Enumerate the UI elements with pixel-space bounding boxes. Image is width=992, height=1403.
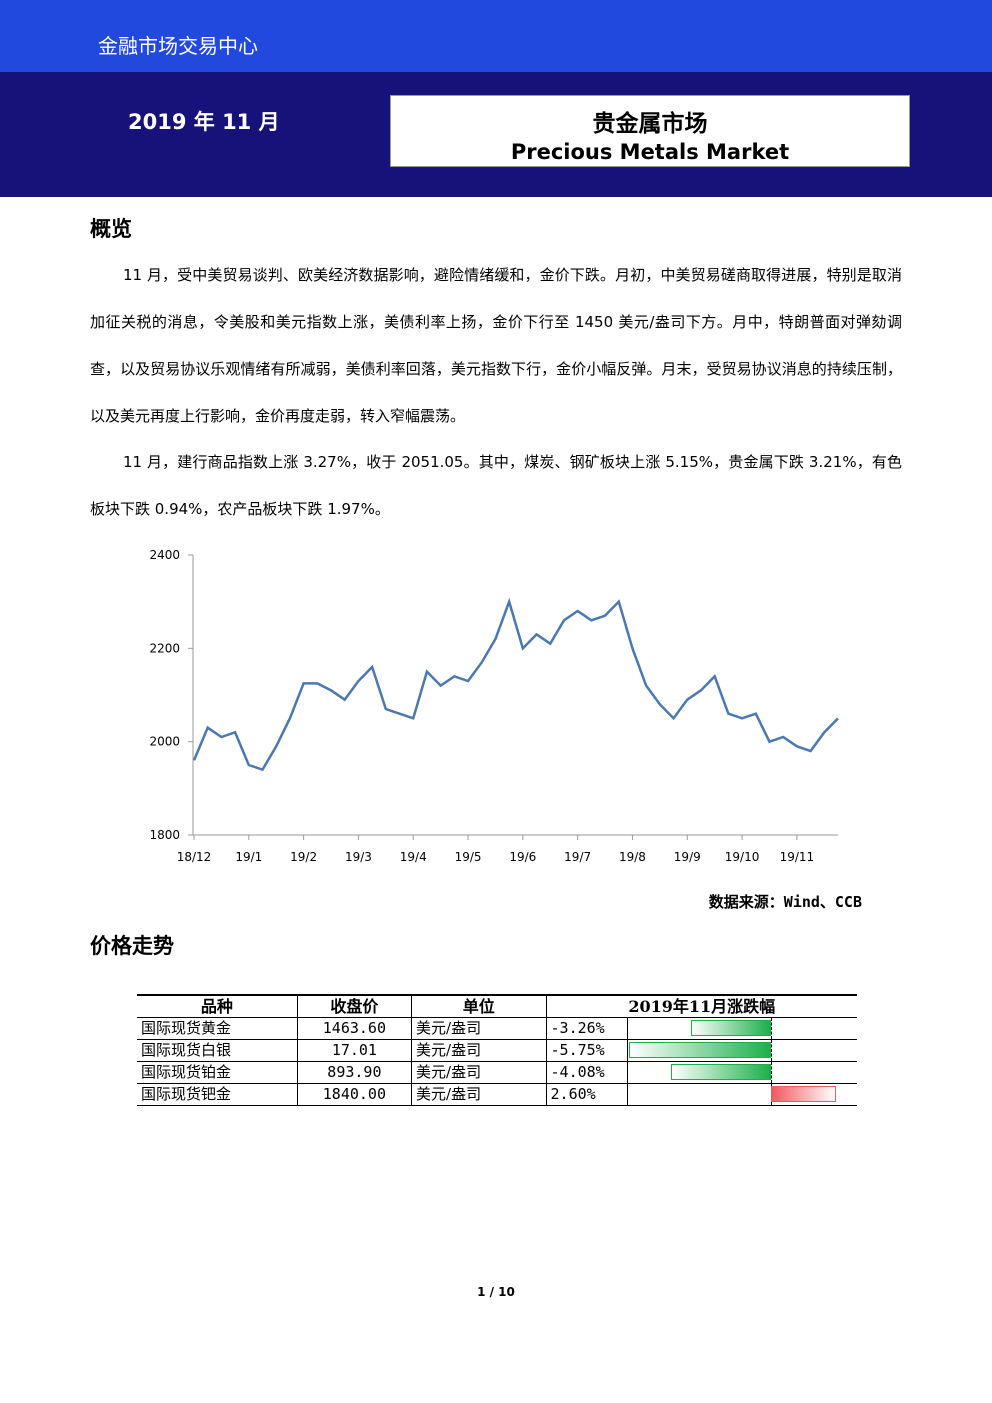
x-tick-label: 19/11 <box>780 850 815 864</box>
section-heading: 价格走势 <box>90 934 174 958</box>
close-price: 1840.00 <box>296 1083 412 1106</box>
column-header: 2019年11月涨跌幅 <box>545 994 857 1018</box>
change-bar <box>670 1064 772 1080</box>
top-bar: 金融市场交易中心 <box>0 0 992 72</box>
org-name: 金融市场交易中心 <box>98 34 258 58</box>
metal-name: 国际现货铂金 <box>137 1061 298 1084</box>
bar-cell <box>627 1061 857 1084</box>
price-table: 品种 收盘价 单位 2019年11月涨跌幅 国际现货黄金 1463.60 美元/盎司 -3.2… <box>137 994 857 1106</box>
unit: 美元/盎司 <box>411 1083 547 1106</box>
metal-name: 国际现货钯金 <box>137 1083 298 1106</box>
x-tick-label: 19/1 <box>235 850 262 864</box>
change-bar <box>690 1020 772 1036</box>
title-en: Precious Metals Market <box>510 140 790 164</box>
y-tick-label: 2400 <box>149 548 180 562</box>
y-tick-label: 1800 <box>149 828 180 842</box>
section-heading: 概览 <box>90 217 132 241</box>
bar-cell <box>627 1039 857 1062</box>
bar-cell <box>627 1083 857 1106</box>
table-row: 国际现货铂金 893.90 美元/盎司 -4.08% <box>137 1061 857 1084</box>
x-tick-label: 19/2 <box>290 850 317 864</box>
y-tick-label: 2000 <box>149 735 180 749</box>
bar-cell <box>627 1017 857 1040</box>
unit: 美元/盎司 <box>411 1061 547 1084</box>
change-label: -5.75% <box>545 1039 628 1062</box>
table-row: 国际现货钯金 1840.00 美元/盎司 2.60% <box>137 1083 857 1106</box>
change-label: 2.60% <box>545 1083 628 1106</box>
close-price: 1463.60 <box>296 1017 412 1040</box>
title-cn: 贵金属市场 <box>592 111 708 137</box>
x-tick-label: 19/6 <box>509 850 536 864</box>
x-tick-label: 19/8 <box>619 850 646 864</box>
table-row: 国际现货白银 17.01 美元/盎司 -5.75% <box>137 1039 857 1062</box>
x-tick-label: 19/7 <box>564 850 591 864</box>
unit: 美元/盎司 <box>411 1017 547 1040</box>
price-line <box>192 597 839 772</box>
page-number: 1 / 10 <box>477 1285 515 1299</box>
column-header: 收盘价 <box>296 994 412 1018</box>
unit: 美元/盎司 <box>411 1039 547 1062</box>
metal-name: 国际现货白银 <box>137 1039 298 1062</box>
column-header: 品种 <box>137 994 298 1018</box>
chart: 1800 2000 2200 2400 18/12 19/1 19/2 19/3 19/4 19/… <box>149 548 839 864</box>
source-note: 数据来源：Wind、CCB <box>708 893 862 911</box>
paragraph: 11 月，受中美贸易谈判、欧美经济数据影响，避险情绪缓和，金价下跌。月初，中美贸… <box>90 266 902 425</box>
bar-axis <box>771 1018 773 1039</box>
column-header: 单位 <box>411 994 547 1018</box>
x-tick-label: 19/5 <box>455 850 482 864</box>
x-tick-label: 19/9 <box>674 850 701 864</box>
bar-axis <box>771 1040 773 1061</box>
table-header: 品种 收盘价 单位 2019年11月涨跌幅 <box>137 994 857 1018</box>
x-tick-label: 19/3 <box>345 850 372 864</box>
y-tick-label: 2200 <box>149 641 180 655</box>
change-label: -3.26% <box>545 1017 628 1040</box>
report-date: 2019 年 11 月 <box>128 110 280 134</box>
title-box: 贵金属市场 Precious Metals Market <box>390 95 910 167</box>
paragraph: 11 月，建行商品指数上涨 3.27%，收于 2051.05。其中，煤炭、钢矿板… <box>90 453 902 518</box>
change-bar <box>629 1042 772 1058</box>
change-label: -4.08% <box>545 1061 628 1084</box>
x-tick-label: 18/12 <box>177 850 212 864</box>
x-tick-label: 19/10 <box>725 850 760 864</box>
x-tick-label: 19/4 <box>400 850 427 864</box>
metal-name: 国际现货黄金 <box>137 1017 298 1040</box>
close-price: 17.01 <box>296 1039 412 1062</box>
bar-axis <box>771 1062 773 1083</box>
table-row: 国际现货黄金 1463.60 美元/盎司 -3.26% <box>137 1017 857 1040</box>
change-bar <box>771 1086 836 1102</box>
close-price: 893.90 <box>296 1061 412 1084</box>
